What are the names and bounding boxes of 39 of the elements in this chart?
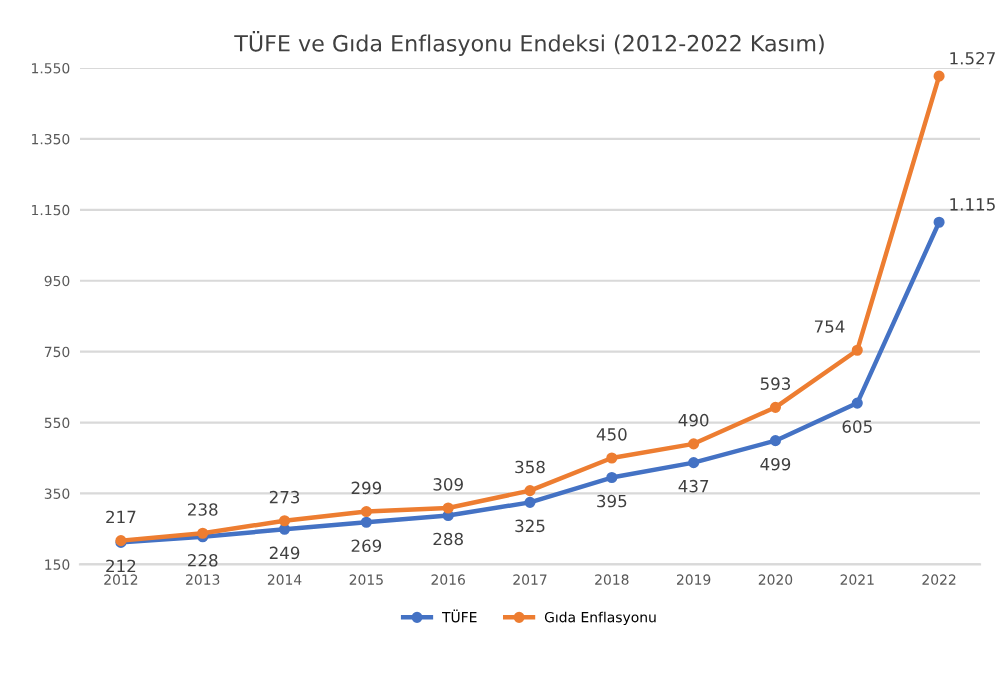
data-label: 273: [269, 490, 300, 504]
data-label: 593: [760, 377, 791, 390]
data-label: 1.527: [950, 51, 995, 65]
point: [360, 516, 372, 528]
point: [933, 70, 945, 82]
data-label: 358: [515, 460, 545, 474]
point: [851, 397, 863, 409]
point: [851, 344, 863, 356]
point: [278, 515, 291, 527]
data-label: 309: [433, 478, 463, 491]
chart-title: TÜFE ve Gıda Enflasyonu Endeksi (2012-2022 Kasım): [234, 31, 824, 56]
data-label: 499: [760, 457, 791, 471]
data-label: 325: [515, 519, 545, 533]
data-label: 1.115: [950, 198, 995, 211]
point: [360, 506, 372, 518]
point: [442, 502, 454, 514]
data-label: 754: [814, 320, 845, 333]
point: [606, 452, 618, 464]
data-label: 299: [351, 481, 382, 495]
point: [769, 401, 782, 413]
data-label: 490: [678, 413, 709, 427]
data-label: 217: [106, 510, 136, 524]
data-label: 249: [269, 546, 300, 560]
point: [524, 485, 536, 497]
point: [933, 216, 945, 228]
data-label: 212: [106, 559, 136, 573]
data-label: 288: [433, 532, 463, 546]
point: [524, 496, 536, 508]
data-label: 269: [351, 539, 382, 553]
data-label: 395: [597, 494, 627, 508]
point: [606, 471, 618, 484]
point: [769, 435, 782, 447]
data-label: 437: [678, 479, 709, 493]
data-label: 605: [842, 420, 872, 433]
data-label: 450: [596, 428, 627, 441]
point: [688, 438, 700, 450]
data-label: 228: [188, 553, 218, 567]
point: [688, 457, 700, 469]
data-label: 238: [188, 503, 218, 516]
